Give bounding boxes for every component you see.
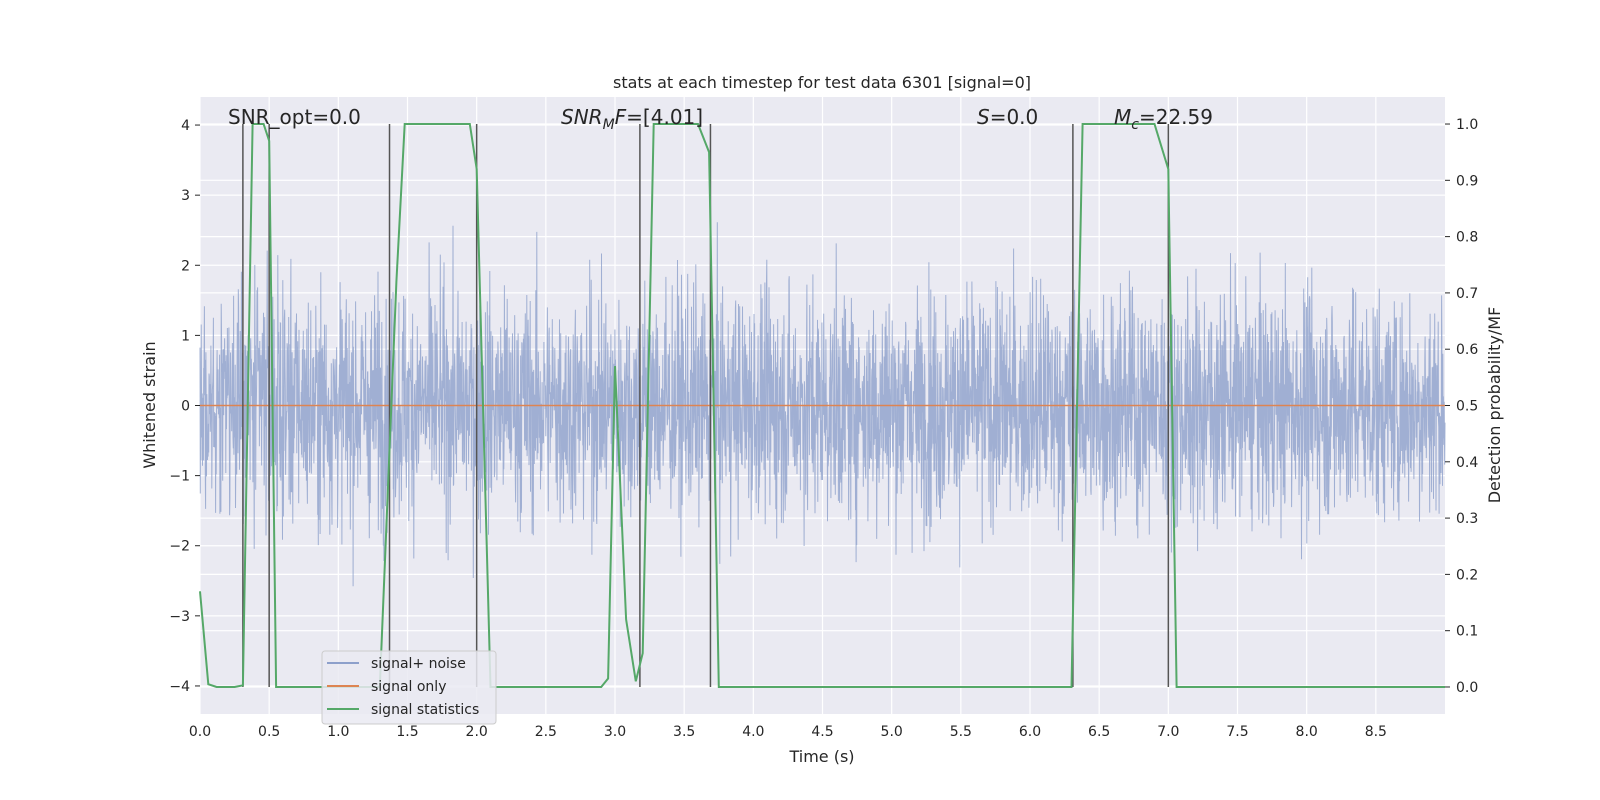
y-tick-labels: −4 −3 −2 −1 0 1 2 3 4 bbox=[169, 118, 200, 695]
x-tick-label: 1.5 bbox=[396, 724, 418, 740]
statistics-line bbox=[199, 123, 1445, 688]
y2-tick-label: 0.1 bbox=[1456, 624, 1478, 640]
y-tick-label: 2 bbox=[181, 258, 190, 274]
x-tick-label: 8.0 bbox=[1296, 724, 1318, 740]
annotations: SNR_opt=0.0 SNRMF=[4.01] S=0.0 Mc=22.59 bbox=[228, 105, 1213, 133]
y2-tick-label: 0.7 bbox=[1456, 286, 1478, 302]
legend: signal+ noise signal only signal statist… bbox=[321, 650, 497, 725]
y2-tick-label: 0.2 bbox=[1456, 567, 1478, 583]
y2-tick-label: 1.0 bbox=[1456, 117, 1478, 133]
y2-tick-label: 0.9 bbox=[1456, 173, 1478, 189]
x-axis-title: Time (s) bbox=[788, 747, 854, 766]
x-tick-label: 7.0 bbox=[1157, 724, 1179, 740]
legend-box bbox=[321, 650, 497, 725]
series-signal-plus-noise bbox=[199, 222, 1446, 587]
legend-label-signal-plus-noise: signal+ noise bbox=[371, 656, 466, 672]
x-tick-label: 3.0 bbox=[604, 724, 626, 740]
y2-tick-label: 0.5 bbox=[1456, 399, 1478, 415]
y2-axis-title: Detection probability/MF bbox=[1485, 307, 1504, 504]
x-tick-label: 8.5 bbox=[1365, 724, 1387, 740]
legend-label-signal-statistics: signal statistics bbox=[371, 702, 479, 718]
x-tick-label: 5.0 bbox=[881, 724, 903, 740]
x-tick-label: 4.0 bbox=[742, 724, 764, 740]
y-axis-title: Whitened strain bbox=[140, 341, 159, 468]
y-tick-label: −1 bbox=[169, 469, 190, 485]
y-tick-label: −4 bbox=[169, 679, 190, 695]
y2-tick-label: 0.8 bbox=[1456, 230, 1478, 246]
y-tick-label: 1 bbox=[181, 328, 190, 344]
y-tick-label: 0 bbox=[181, 399, 190, 415]
x-tick-label: 2.5 bbox=[535, 724, 557, 740]
x-tick-label: 1.0 bbox=[327, 724, 349, 740]
y-tick-label: 4 bbox=[181, 118, 190, 134]
annotation-snr-mf: SNRMF=[4.01] bbox=[561, 105, 703, 133]
y2-tick-label: 0.4 bbox=[1456, 455, 1478, 471]
x-tick-label: 0.5 bbox=[258, 724, 280, 740]
annotation-snr-mf-value: =[4.01] bbox=[626, 105, 703, 129]
x-tick-label: 0.0 bbox=[189, 724, 211, 740]
x-tick-label: 5.5 bbox=[950, 724, 972, 740]
x-tick-label: 7.5 bbox=[1226, 724, 1248, 740]
y2-tick-labels: 0.0 0.1 0.2 0.3 0.4 0.5 0.6 0.7 0.8 0.9 1.0 bbox=[1445, 117, 1478, 696]
annotation-snr-opt: SNR_opt=0.0 bbox=[228, 105, 361, 129]
x-tick-label: 2.0 bbox=[466, 724, 488, 740]
series-signal-statistics bbox=[199, 123, 1445, 688]
x-tick-label: 6.5 bbox=[1088, 724, 1110, 740]
x-tick-label: 3.5 bbox=[673, 724, 695, 740]
annotation-mc: Mc=22.59 bbox=[1114, 105, 1213, 133]
y-tick-label: −3 bbox=[169, 609, 190, 625]
noise-trace bbox=[199, 222, 1446, 587]
chart-title: stats at each timestep for test data 630… bbox=[613, 73, 1031, 92]
x-tick-label: 6.0 bbox=[1019, 724, 1041, 740]
y-tick-label: −2 bbox=[169, 539, 190, 555]
y2-tick-label: 0.0 bbox=[1456, 680, 1478, 696]
x-tick-labels: 0.0 0.5 1.0 1.5 2.0 2.5 3.0 3.5 4.0 4.5 5.0 5.5 6.0 6… bbox=[189, 724, 1387, 740]
annotation-s: S=0.0 bbox=[977, 105, 1038, 129]
y2-tick-label: 0.6 bbox=[1456, 342, 1478, 358]
y2-tick-label: 0.3 bbox=[1456, 511, 1478, 527]
legend-label-signal-only: signal only bbox=[371, 679, 446, 695]
x-tick-label: 4.5 bbox=[811, 724, 833, 740]
vertical-markers bbox=[242, 124, 1170, 687]
y-tick-label: 3 bbox=[181, 188, 190, 204]
